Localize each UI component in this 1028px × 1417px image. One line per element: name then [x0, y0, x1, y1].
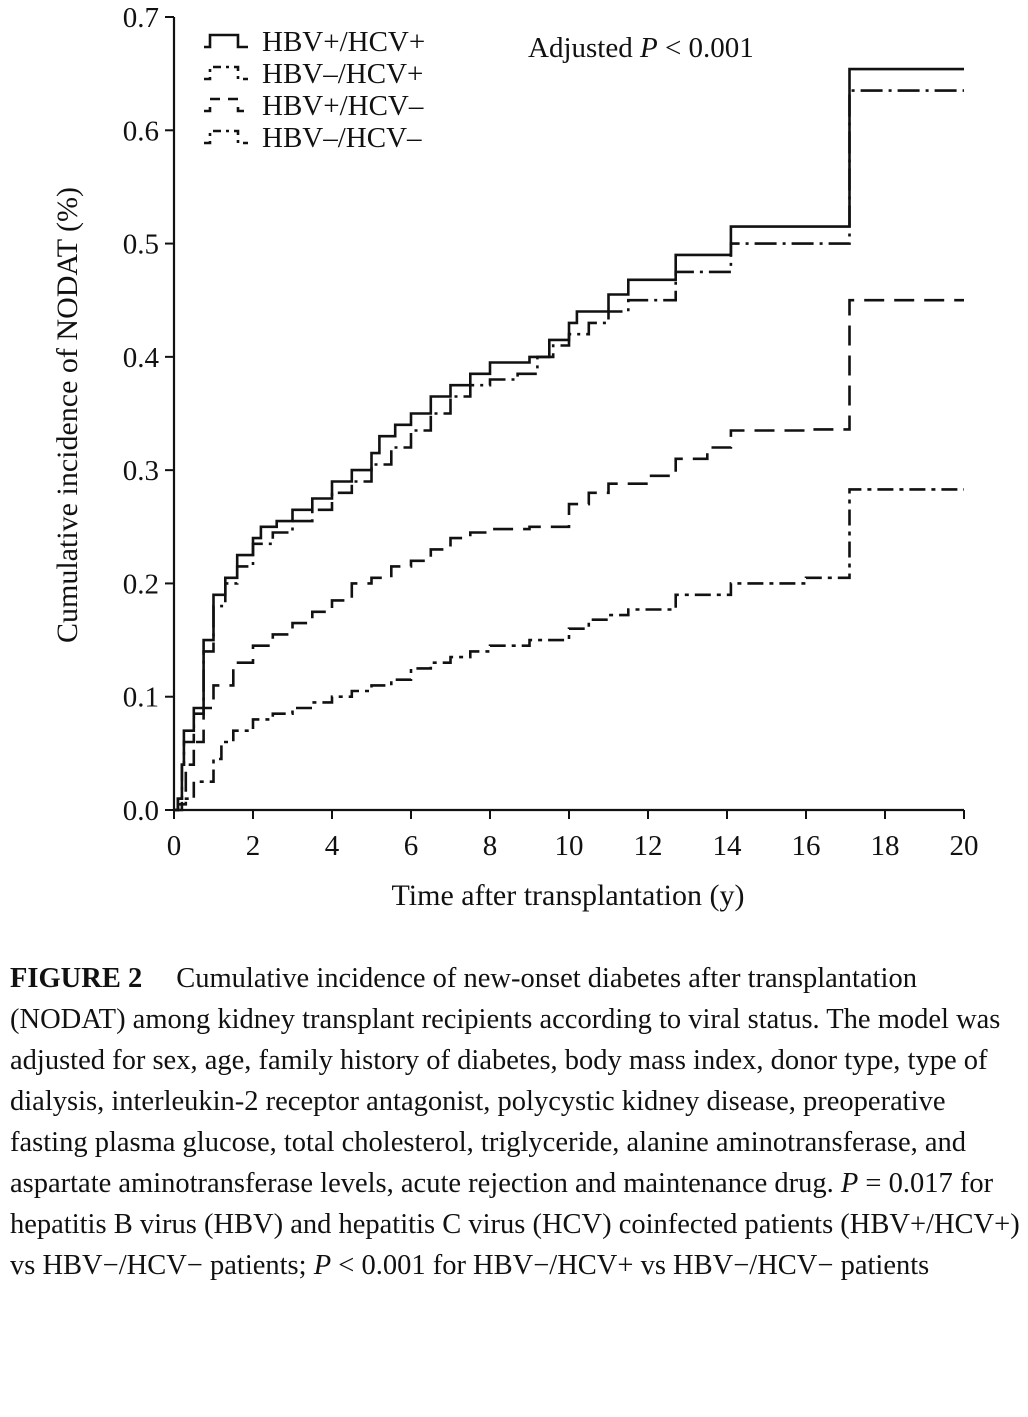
- chart-legend: HBV+/HCV+HBV–/HCV+HBV+/HCV–HBV–/HCV–: [204, 26, 425, 154]
- legend-symbol-4: [204, 129, 248, 145]
- legend-label-4: HBV–/HCV–: [262, 122, 422, 154]
- legend-label-1: HBV+/HCV+: [262, 26, 425, 58]
- legend-symbol-2: [204, 65, 248, 81]
- caption-p-symbol-1: P: [840, 1168, 859, 1199]
- x-tick-label: 4: [325, 830, 340, 862]
- y-axis-label: Cumulative incidence of NODAT (%): [51, 187, 84, 643]
- caption-text-1: Cumulative incidence of new-onset diabet…: [10, 963, 1001, 1199]
- series-line-2: [174, 89, 964, 812]
- legend-label-2: HBV–/HCV+: [262, 58, 423, 90]
- caption-text-3: < 0.001 for HBV−/HCV+ vs HBV−/HCV− patie…: [331, 1250, 930, 1281]
- figure-label: FIGURE 2: [10, 963, 143, 994]
- x-tick-label: 20: [950, 830, 979, 862]
- chart-axes: 0 2 4 6 8 10 12 14 16 18 20 0.0 0.1 0.2 0.3 0.4 0.5 0.6 0.…: [123, 2, 979, 862]
- x-tick-label: 12: [634, 830, 663, 862]
- y-tick-label: 0.0: [123, 795, 159, 827]
- x-tick-label: 18: [871, 830, 900, 862]
- y-tick-label: 0.4: [123, 342, 160, 374]
- series-line-4: [174, 488, 964, 812]
- y-tick-label: 0.3: [123, 455, 159, 487]
- legend-symbol-1: [204, 33, 248, 49]
- y-tick-label: 0.7: [123, 2, 159, 34]
- series-line-1: [174, 67, 964, 812]
- legend-label-3: HBV+/HCV–: [262, 90, 424, 122]
- nodat-chart: 0 2 4 6 8 10 12 14 16 18 20 0.0 0.1 0.2 0.3 0.4 0.5 0.6 0.…: [51, 2, 979, 912]
- y-tick-label: 0.1: [123, 682, 159, 714]
- caption-p-symbol-2: P: [313, 1250, 332, 1281]
- x-tick-label: 0: [167, 830, 182, 862]
- adjusted-p-annotation: Adjusted P < 0.001: [528, 32, 754, 64]
- y-tick-label: 0.5: [123, 229, 159, 261]
- series-line-3: [174, 298, 964, 812]
- x-tick-label: 6: [404, 830, 419, 862]
- y-tick-label: 0.2: [123, 568, 159, 600]
- legend-symbol-3: [204, 97, 248, 113]
- y-tick-label: 0.6: [123, 115, 159, 147]
- x-tick-label: 16: [792, 830, 821, 862]
- figure-caption: FIGURE 2 Cumulative incidence of new-onse…: [10, 958, 1020, 1286]
- x-tick-label: 14: [713, 830, 743, 862]
- series-layer: [174, 67, 964, 812]
- caption-text-2: = 0.017 for hepatitis B virus (HBV) and …: [10, 1168, 1020, 1281]
- x-tick-label: 10: [555, 830, 584, 862]
- x-tick-label: 8: [483, 830, 498, 862]
- x-axis-label: Time after transplantation (y): [392, 879, 745, 912]
- x-tick-label: 2: [246, 830, 261, 862]
